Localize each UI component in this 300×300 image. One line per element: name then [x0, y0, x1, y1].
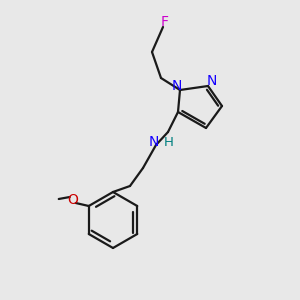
- Text: O: O: [67, 193, 78, 207]
- Text: N: N: [172, 79, 182, 93]
- Text: N: N: [207, 74, 217, 88]
- Text: N: N: [149, 135, 159, 149]
- Text: H: H: [164, 136, 174, 148]
- Text: F: F: [161, 15, 169, 29]
